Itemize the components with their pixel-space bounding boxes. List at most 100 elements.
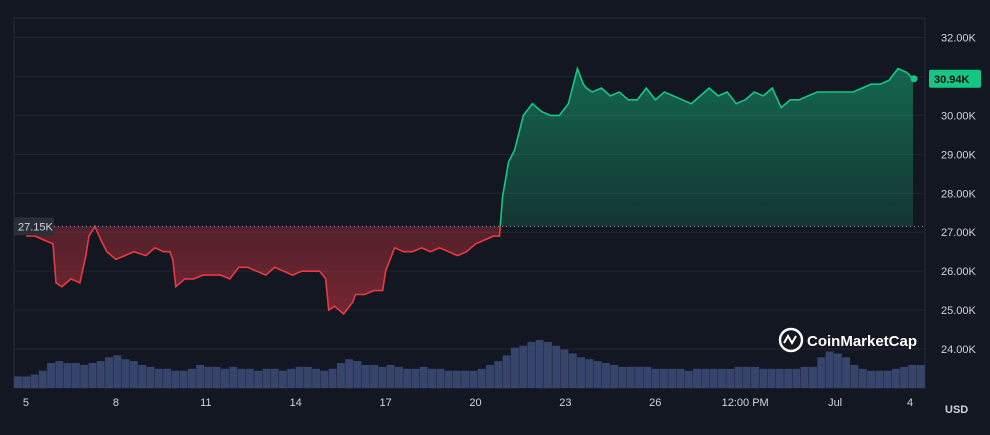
volume-bar (610, 364, 619, 388)
volume-bar (129, 361, 138, 388)
volume-bar (858, 368, 867, 388)
volume-bar (916, 364, 925, 388)
volume-bar (850, 364, 859, 388)
x-tick-label: 12:00 PM (722, 397, 769, 409)
baseline-label-box (14, 217, 54, 236)
volume-bar (303, 366, 312, 388)
volume-bar (717, 368, 726, 388)
volume-bar (891, 368, 900, 388)
volume-bar (477, 368, 486, 388)
price-line-up (93, 65, 914, 227)
volume-bar (784, 368, 793, 388)
volume-bar (394, 366, 403, 388)
volume-bar (833, 353, 842, 388)
volume-bar (336, 363, 345, 388)
volume-bar (179, 370, 188, 388)
volume-bar (693, 368, 701, 388)
last-price-badge: 30.94K (910, 69, 981, 88)
volume-bar (262, 368, 271, 388)
volume-bar (245, 368, 254, 388)
y-tick-label: 29.00K (941, 149, 977, 161)
y-tick-label: 27.00K (941, 227, 977, 239)
volume-bar (361, 364, 370, 388)
volume-bar (519, 345, 528, 388)
volume-bar (734, 366, 743, 388)
price-lines (26, 65, 914, 316)
volume-bar (419, 366, 428, 388)
volume-bar (643, 366, 652, 388)
volume-bar (709, 368, 718, 388)
volume-bar (792, 368, 801, 388)
volume-bar (751, 366, 759, 388)
volume-bar (883, 370, 892, 388)
volume-bar (502, 355, 511, 388)
last-price-dot (910, 75, 918, 83)
volume-bar (287, 368, 296, 388)
volume-bar (676, 368, 685, 388)
volume-bar (900, 366, 909, 388)
y-tick-label: 32.00K (941, 32, 977, 44)
volume-bar (469, 370, 478, 388)
volume-bar (403, 368, 412, 388)
volume-bar (370, 364, 378, 388)
x-tick-label: 8 (113, 397, 119, 409)
x-tick-label: 5 (23, 397, 29, 409)
volume-bar (47, 363, 56, 388)
x-tick-label: 26 (649, 397, 661, 409)
volume-bar (659, 368, 668, 388)
volume-bar (229, 366, 238, 388)
y-tick-label: 28.00K (941, 188, 977, 200)
volume-bar (486, 364, 494, 388)
volume-bar (328, 368, 337, 388)
watermark-text: CoinMarketCap (807, 333, 917, 350)
volume-bar (121, 359, 130, 388)
volume-bar (767, 368, 776, 388)
volume-bar (254, 370, 263, 388)
volume-bar (154, 368, 163, 388)
x-tick-label: 20 (469, 397, 481, 409)
volume-bar (71, 363, 80, 388)
volume-bars (14, 340, 925, 388)
volume-bar (163, 368, 171, 388)
volume-bar (817, 357, 826, 388)
volume-bar (270, 368, 279, 388)
volume-bar (452, 370, 461, 388)
volume-bar (295, 366, 304, 388)
volume-bar (825, 351, 834, 388)
volume-bar (494, 361, 503, 388)
volume-bar (560, 349, 569, 388)
volume-bar (651, 368, 660, 388)
volume-bar (510, 347, 519, 388)
volume-bar (626, 366, 635, 388)
volume-bar (602, 363, 610, 388)
coinmarketcap-logo-mark (783, 333, 797, 346)
volume-bar (593, 361, 602, 388)
volume-bar (527, 341, 536, 388)
x-tick-label: 11 (200, 397, 211, 409)
volume-bar (80, 364, 89, 388)
x-tick-label: 14 (290, 397, 302, 409)
y-tick-label: 26.00K (941, 266, 977, 278)
volume-bar (345, 359, 354, 388)
volume-bar (96, 361, 105, 388)
x-tick-label: Jul (828, 397, 842, 409)
volume-bar (212, 366, 221, 388)
volume-bar (63, 363, 72, 388)
volume-bar (701, 368, 710, 388)
volume-bar (428, 368, 436, 388)
volume-bar (105, 357, 113, 388)
volume-bar (809, 366, 817, 388)
volume-bar (535, 340, 544, 388)
volume-bar (187, 368, 196, 388)
baseline-label: 27.15K (18, 221, 54, 233)
volume-bar (544, 341, 552, 388)
x-tick-label: 17 (379, 397, 391, 409)
volume-bar (742, 366, 751, 388)
volume-bar (146, 366, 155, 388)
volume-bar (353, 361, 362, 388)
volume-bar (577, 357, 586, 388)
volume-bar (585, 359, 594, 388)
volume-bar (312, 368, 321, 388)
coinmarketcap-logo-icon (778, 327, 804, 353)
